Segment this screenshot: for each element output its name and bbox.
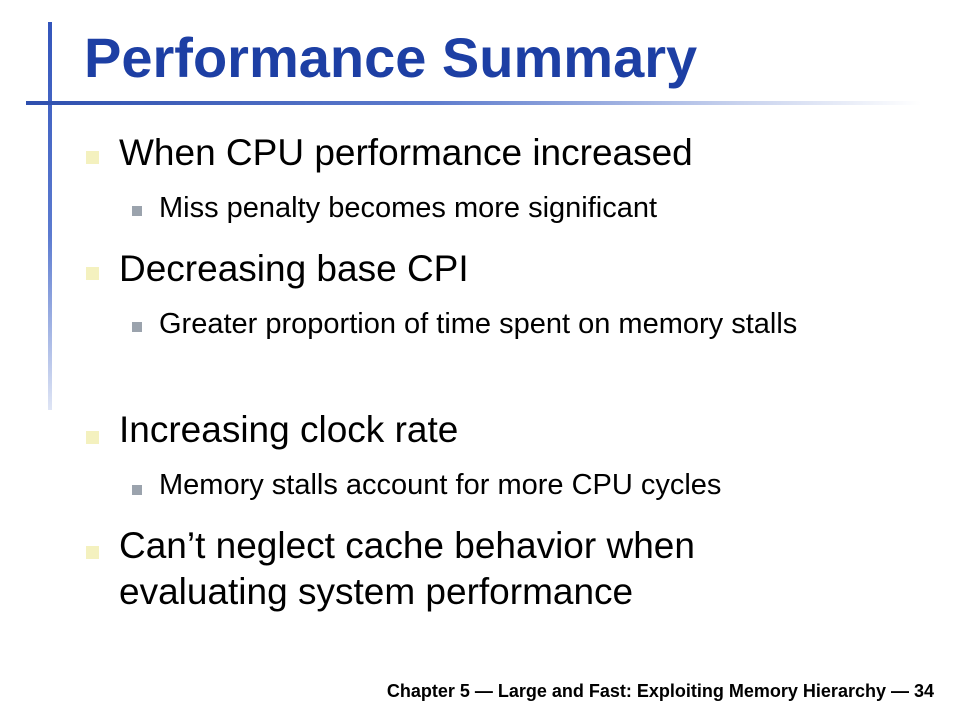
bullet-text: Increasing clock rate <box>119 409 459 450</box>
horizontal-accent-line <box>26 101 921 105</box>
slide-title: Performance Summary <box>84 26 698 89</box>
bullet-item: Decreasing base CPI <box>119 246 909 292</box>
sub-bullet-text: Memory stalls account for more CPU cycle… <box>159 469 722 501</box>
bullet-item: Can’t neglect cache behavior when evalua… <box>119 523 819 615</box>
bullet-item: When CPU performance increased <box>119 130 909 176</box>
sub-bullet-marker <box>132 322 142 332</box>
sub-bullet-item: Memory stalls account for more CPU cycle… <box>159 467 919 504</box>
sub-bullet-item: Miss penalty becomes more significant <box>159 190 919 227</box>
sub-bullet-marker <box>132 206 142 216</box>
bullet-marker <box>86 267 99 280</box>
sub-bullet-text: Greater proportion of time spent on memo… <box>159 308 798 340</box>
sub-bullet-item: Greater proportion of time spent on memo… <box>159 306 899 343</box>
slide-footer: Chapter 5 — Large and Fast: Exploiting M… <box>386 681 934 701</box>
bullet-text: Can’t neglect cache behavior when evalua… <box>119 525 695 612</box>
bullet-marker <box>86 546 99 559</box>
sub-bullet-text: Miss penalty becomes more significant <box>159 192 658 224</box>
bullet-text: Decreasing base CPI <box>119 248 469 289</box>
sub-bullet-marker <box>132 485 142 495</box>
vertical-accent-line <box>48 22 52 410</box>
bullet-text: When CPU performance increased <box>119 132 693 173</box>
bullet-item: Increasing clock rate <box>119 407 909 453</box>
bullet-marker <box>86 151 99 164</box>
bullet-marker <box>86 431 99 444</box>
